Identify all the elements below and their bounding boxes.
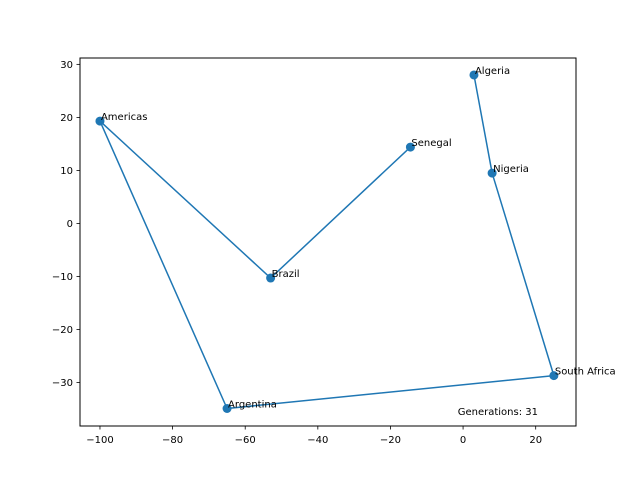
x-tick-label: −40 xyxy=(307,435,328,446)
y-tick-label: 10 xyxy=(60,166,73,177)
x-tick-label: −100 xyxy=(86,435,113,446)
point-label: Senegal xyxy=(411,138,451,149)
plot-area: Algeria Nigeria South Africa Argentina Ameri… xyxy=(79,57,616,427)
x-tick-label: −60 xyxy=(235,435,256,446)
point-marker xyxy=(549,371,559,381)
y-tick-label: −10 xyxy=(52,272,73,283)
point-label: South Africa xyxy=(555,367,616,378)
point-marker xyxy=(469,70,479,80)
point-marker xyxy=(405,142,415,152)
y-tick-label: 30 xyxy=(60,60,73,71)
point-labels: Algeria Nigeria South Africa Argentina Ameri… xyxy=(101,66,616,411)
generations-annotation: Generations: 31 xyxy=(458,407,538,418)
x-tick-label: 20 xyxy=(529,435,542,446)
x-tick-label: −20 xyxy=(380,435,401,446)
y-tick-label: −20 xyxy=(52,325,73,336)
x-axis: −100 −80 −60 −40 −20 0 20 xyxy=(86,426,542,446)
point-marker xyxy=(487,168,497,178)
point-label: Algeria xyxy=(475,66,510,77)
point-label: Nigeria xyxy=(493,164,529,175)
y-tick-label: 0 xyxy=(67,219,73,230)
x-tick-label: 0 xyxy=(460,435,466,446)
x-tick-label: −80 xyxy=(162,435,183,446)
y-axis: −30 −20 −10 0 10 20 30 xyxy=(52,60,80,389)
y-tick-label: −30 xyxy=(52,378,73,389)
point-marker xyxy=(222,404,232,414)
point-marker xyxy=(266,273,276,283)
point-label: Argentina xyxy=(228,400,277,411)
point-label: Brazil xyxy=(272,269,300,280)
y-tick-label: 20 xyxy=(60,113,73,124)
axes-frame xyxy=(79,57,577,427)
series-layer xyxy=(95,70,559,414)
point-marker xyxy=(95,116,105,126)
point-label: Americas xyxy=(101,112,147,123)
